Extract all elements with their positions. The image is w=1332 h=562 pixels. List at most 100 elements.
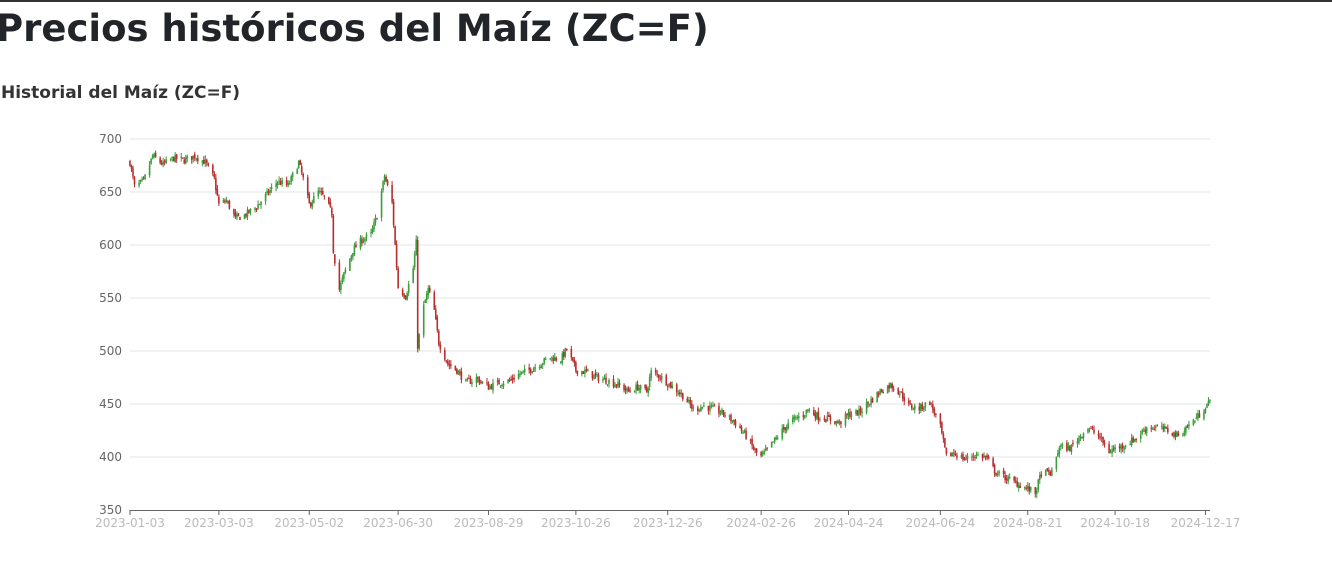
candle-body: [965, 458, 967, 460]
candle-body: [823, 418, 826, 421]
candle-body: [434, 309, 437, 319]
candle-body: [656, 373, 658, 375]
x-tick-label: 2024-02-26: [726, 516, 796, 530]
candle-body: [629, 390, 631, 392]
candle-body: [281, 180, 283, 184]
candle-body: [1109, 452, 1112, 454]
candle-body: [1162, 427, 1165, 430]
candle-body: [498, 379, 500, 385]
candle-body: [782, 426, 785, 430]
candle-body: [910, 404, 913, 409]
candle-body: [1130, 437, 1133, 446]
candle-body: [1192, 419, 1195, 426]
candle-body: [1174, 432, 1177, 437]
candle-body: [555, 357, 558, 361]
candle-body: [760, 452, 762, 456]
candle-body: [740, 426, 743, 431]
candle-body: [709, 405, 711, 411]
candle-body: [195, 158, 198, 160]
candle-body: [930, 403, 933, 405]
candle-body: [617, 381, 619, 388]
candle-body: [972, 456, 975, 458]
candle-body: [907, 400, 910, 404]
candle-body: [246, 209, 249, 217]
candle-body: [544, 358, 547, 360]
candle-body: [698, 410, 701, 412]
candle-body: [712, 405, 714, 407]
candle-body: [761, 452, 764, 455]
candle-body: [311, 202, 314, 207]
candle-body: [403, 294, 405, 298]
candle-body: [618, 383, 621, 386]
candle-body: [236, 214, 238, 218]
y-tick-label: 500: [99, 344, 122, 358]
candle-body: [1058, 447, 1061, 454]
candle-body: [359, 237, 362, 249]
candle-body: [520, 371, 523, 374]
candle-body: [593, 374, 595, 380]
candle-body: [1023, 486, 1026, 488]
candle-body: [773, 437, 776, 442]
candle-body: [745, 430, 747, 439]
y-tick-label: 600: [99, 238, 122, 252]
candle-body: [1111, 449, 1113, 454]
candle-body: [275, 183, 277, 188]
candle-body: [1194, 420, 1196, 422]
candle-body: [499, 385, 502, 387]
candle-body: [373, 222, 375, 230]
candle-body: [332, 216, 335, 253]
candle-body: [513, 378, 515, 380]
candle-body: [193, 154, 196, 159]
candle-body: [1061, 444, 1064, 446]
candle-body: [1133, 438, 1136, 442]
candle-body: [1141, 430, 1144, 434]
candle-body: [448, 363, 451, 366]
candle-body: [466, 378, 469, 380]
candle-body: [721, 409, 723, 413]
candle-body: [804, 415, 806, 418]
candle-body: [1209, 399, 1211, 401]
candle-body: [614, 384, 616, 388]
candle-body: [180, 156, 183, 158]
candle-body: [1171, 433, 1174, 436]
candle-body: [797, 416, 800, 419]
candle-body: [1123, 447, 1125, 450]
candle-body: [865, 402, 868, 413]
candle-body: [428, 287, 431, 293]
candle-body: [1082, 433, 1085, 438]
candle-body: [636, 384, 639, 391]
candle-body: [935, 413, 937, 415]
candle-body: [802, 415, 805, 417]
candle-body: [507, 379, 509, 383]
candle-body: [701, 406, 704, 409]
candle-body: [892, 388, 895, 390]
candle-body: [1049, 472, 1052, 476]
x-tick-label: 2023-06-30: [363, 516, 433, 530]
candle-body: [671, 385, 674, 389]
candle-body: [944, 438, 946, 448]
candle-body: [1070, 444, 1073, 453]
candle-body: [183, 159, 186, 164]
candle-body: [309, 202, 312, 206]
candle-body: [868, 403, 871, 406]
candle-body: [1204, 408, 1207, 413]
candle-body: [680, 392, 683, 395]
candle-body: [755, 448, 758, 453]
candle-body: [785, 426, 788, 432]
candle-body: [279, 181, 282, 185]
candle-body: [550, 356, 553, 358]
candle-body: [903, 397, 906, 402]
candle-body: [450, 364, 452, 367]
candle-body: [666, 386, 669, 388]
candle-body: [587, 369, 589, 372]
candle-body: [703, 405, 705, 407]
candle-body: [986, 455, 988, 458]
candle-body: [171, 156, 173, 159]
candle-body: [340, 283, 342, 291]
candle-body: [686, 398, 689, 403]
candle-body: [1203, 411, 1205, 419]
candle-body: [1165, 427, 1168, 429]
candle-body: [130, 165, 133, 169]
candle-body: [215, 178, 217, 190]
candle-body: [1038, 475, 1041, 480]
